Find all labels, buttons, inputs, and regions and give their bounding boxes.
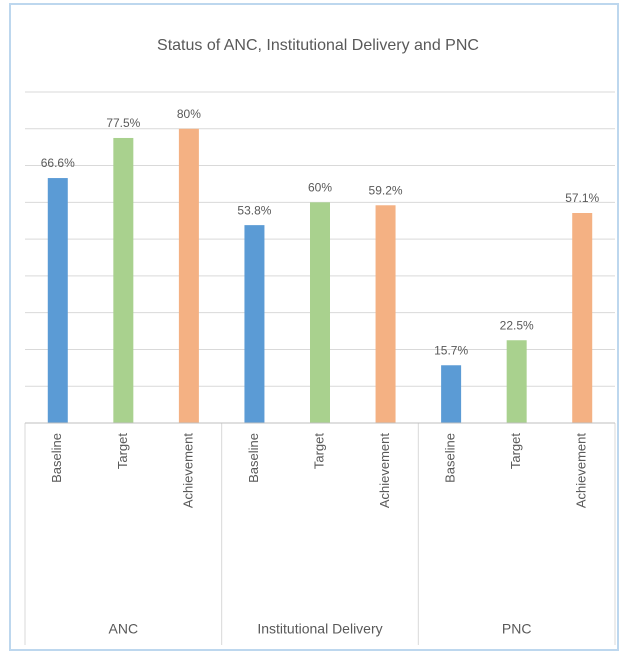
bar bbox=[506, 340, 527, 423]
data-label: 53.8% bbox=[237, 203, 271, 217]
x-tick-label: Baseline bbox=[49, 433, 64, 483]
data-label: 77.5% bbox=[106, 116, 140, 130]
data-label: 57.1% bbox=[565, 191, 599, 205]
bar bbox=[113, 137, 134, 423]
x-tick-label: Baseline bbox=[246, 433, 261, 483]
bar bbox=[47, 178, 68, 423]
bar bbox=[310, 202, 330, 423]
group-label: ANC bbox=[109, 621, 139, 637]
x-tick-label: Achievement bbox=[574, 433, 589, 509]
data-label: 60% bbox=[308, 181, 332, 195]
x-tick-label: Target bbox=[311, 433, 326, 470]
data-label: 59.2% bbox=[369, 183, 403, 197]
bar bbox=[572, 212, 593, 423]
bar bbox=[375, 205, 396, 423]
data-label: 80% bbox=[177, 107, 201, 121]
x-tick-label: Target bbox=[115, 433, 130, 470]
group-label: PNC bbox=[502, 621, 532, 637]
bar bbox=[244, 225, 265, 423]
bar bbox=[178, 128, 199, 423]
data-label: 66.6% bbox=[41, 156, 75, 170]
data-label: 22.5% bbox=[500, 318, 534, 332]
x-tick-label: Achievement bbox=[180, 433, 195, 509]
x-tick-label: Achievement bbox=[377, 433, 392, 509]
bar bbox=[441, 365, 462, 423]
data-label: 15.7% bbox=[434, 343, 468, 357]
group-label: Institutional Delivery bbox=[257, 621, 382, 637]
x-tick-label: Target bbox=[508, 433, 523, 470]
x-tick-label: Baseline bbox=[443, 433, 458, 483]
chart-title: Status of ANC, Institutional Delivery an… bbox=[157, 37, 479, 54]
